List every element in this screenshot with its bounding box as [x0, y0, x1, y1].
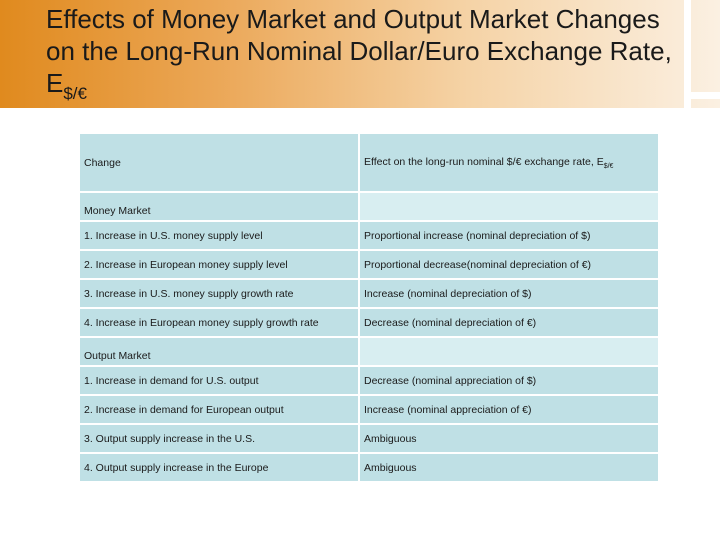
section-empty-cell — [360, 193, 658, 220]
effect-cell: Ambiguous — [360, 425, 658, 452]
table-row: 4. Output supply increase in the Europe … — [80, 454, 658, 481]
table-row: 4. Increase in European money supply gro… — [80, 309, 658, 336]
effect-cell: Decrease (nominal appreciation of $) — [360, 367, 658, 394]
decorative-bar-vertical — [684, 0, 691, 108]
table-row: 1. Increase in demand for U.S. output De… — [80, 367, 658, 394]
effect-cell: Increase (nominal depreciation of $) — [360, 280, 658, 307]
table-row: 3. Output supply increase in the U.S. Am… — [80, 425, 658, 452]
section-empty-cell — [360, 338, 658, 365]
table-header-row: Change Effect on the long-run nominal $/… — [80, 134, 658, 191]
header-effect: Effect on the long-run nominal $/€ excha… — [360, 134, 658, 191]
slide-title-subscript: $/€ — [63, 84, 87, 103]
section-row-output-market: Output Market — [80, 338, 658, 365]
effect-cell: Proportional increase (nominal depreciat… — [360, 222, 658, 249]
table-row: 1. Increase in U.S. money supply level P… — [80, 222, 658, 249]
table-row: 3. Increase in U.S. money supply growth … — [80, 280, 658, 307]
slide-title-text: Effects of Money Market and Output Marke… — [46, 4, 672, 98]
change-cell: 2. Increase in European money supply lev… — [80, 251, 358, 278]
table-row: 2. Increase in demand for European outpu… — [80, 396, 658, 423]
effects-table: Change Effect on the long-run nominal $/… — [78, 132, 660, 483]
change-cell: 2. Increase in demand for European outpu… — [80, 396, 358, 423]
change-cell: 1. Increase in U.S. money supply level — [80, 222, 358, 249]
change-cell: 3. Increase in U.S. money supply growth … — [80, 280, 358, 307]
title-band — [0, 0, 720, 108]
effect-cell: Ambiguous — [360, 454, 658, 481]
section-row-money-market: Money Market — [80, 193, 658, 220]
effect-cell: Increase (nominal appreciation of €) — [360, 396, 658, 423]
section-label: Output Market — [80, 338, 358, 365]
change-cell: 4. Output supply increase in the Europe — [80, 454, 358, 481]
change-cell: 4. Increase in European money supply gro… — [80, 309, 358, 336]
decorative-bar-horizontal — [684, 92, 720, 99]
effect-cell: Decrease (nominal depreciation of €) — [360, 309, 658, 336]
header-effect-subscript: $/€ — [603, 162, 614, 170]
section-label: Money Market — [80, 193, 358, 220]
slide-title: Effects of Money Market and Output Marke… — [46, 3, 686, 110]
change-cell: 3. Output supply increase in the U.S. — [80, 425, 358, 452]
header-effect-text: Effect on the long-run nominal $/€ excha… — [364, 155, 604, 168]
change-cell: 1. Increase in demand for U.S. output — [80, 367, 358, 394]
effect-cell: Proportional decrease(nominal depreciati… — [360, 251, 658, 278]
header-change: Change — [80, 134, 358, 191]
table-row: 2. Increase in European money supply lev… — [80, 251, 658, 278]
